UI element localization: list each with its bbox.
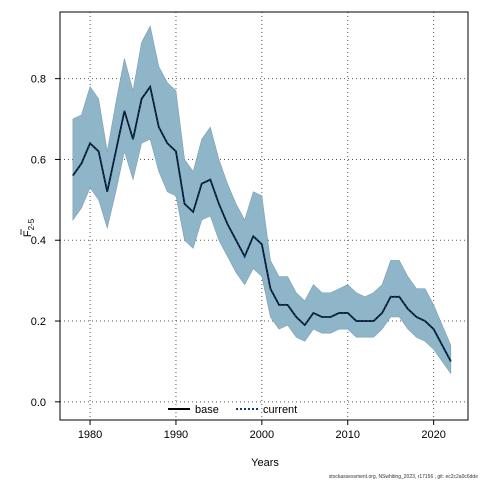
x-axis-title: Years [251,457,279,469]
y-axis: 0.0 0.2 0.4 0.6 0.8 [31,74,60,409]
plot-frame [59,11,469,421]
y-tick-label: 0.0 [31,397,46,409]
y-tick-label: 0.8 [31,74,46,86]
svg-text:F2-5: F2-5 [22,218,36,237]
y-tick-label: 0.2 [31,316,46,328]
grid [60,12,468,420]
x-tick-label: 2020 [421,429,445,441]
y-axis-title-main: F [22,230,34,237]
confidence-band-area [72,25,452,375]
footer-text: stockassessment.org, NSwhiting_2023, r17… [329,474,478,480]
x-axis: 1980 1990 2000 2010 2020 [78,420,446,441]
x-tick-label: 1980 [78,429,102,441]
legend: base current [168,404,297,416]
y-axis-title-sub: 2-5 [27,218,36,230]
confidence-band [72,25,452,375]
x-tick-label: 1990 [164,429,188,441]
series-lines [72,84,452,362]
y-tick-label: 0.4 [31,235,46,247]
x-tick-label: 2000 [250,429,274,441]
x-tick-label: 2010 [336,429,360,441]
legend-label-current: current [263,404,297,416]
y-axis-title: F2-5 [20,218,36,237]
y-tick-label: 0.6 [31,154,46,166]
series-line-base [72,84,452,362]
legend-label-base: base [195,404,219,416]
